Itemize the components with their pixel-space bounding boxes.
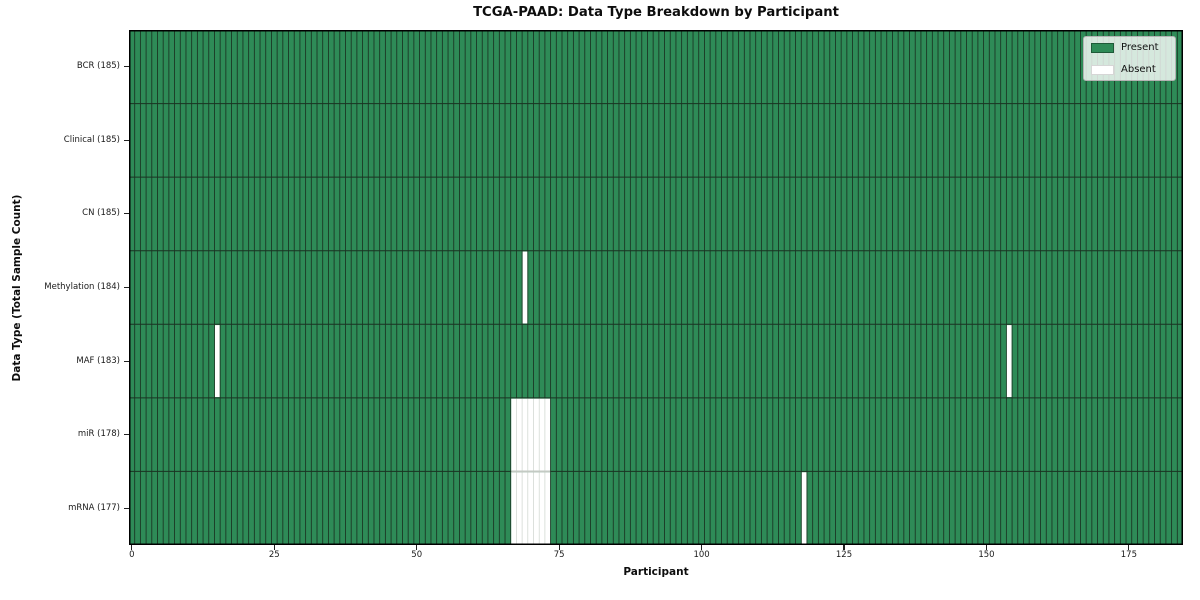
legend-absent-swatch [1091, 64, 1114, 75]
y-tick-label: mRNA (177) [68, 502, 120, 513]
presence-matrix [129, 30, 1183, 545]
legend-present-label: Present [1121, 42, 1159, 53]
x-tick-label: 25 [268, 550, 280, 560]
legend-absent-label: Absent [1121, 64, 1156, 75]
y-tick-label: BCR (185) [76, 61, 120, 72]
x-tick-mark [843, 545, 845, 550]
y-tick-mark [124, 286, 129, 289]
x-tick-mark [416, 545, 418, 550]
x-tick-label: 125 [835, 550, 853, 560]
x-axis-label: Participant [623, 566, 689, 578]
x-tick-mark [131, 545, 133, 550]
x-tick-label: 50 [411, 550, 423, 560]
y-tick-label: miR (178) [77, 429, 120, 440]
x-tick-mark [985, 545, 987, 550]
x-tick-label: 0 [129, 550, 135, 560]
y-tick-mark [124, 66, 129, 68]
legend-present-swatch [1091, 42, 1114, 53]
x-tick-mark [701, 545, 703, 550]
x-tick-mark [558, 545, 560, 550]
x-tick-mark [273, 545, 275, 550]
chart-title: TCGA-PAAD: Data Type Breakdown by Partic… [473, 5, 839, 20]
y-tick-label: Clinical (185) [63, 134, 120, 145]
y-tick-mark [124, 360, 129, 362]
y-tick-mark [124, 213, 129, 215]
x-tick-label: 150 [978, 550, 995, 560]
legend: Present Absent [1083, 36, 1176, 81]
y-tick-label: Methylation (184) [44, 282, 120, 292]
y-tick-label: CN (185) [82, 208, 120, 219]
x-tick-label: 175 [1120, 550, 1137, 560]
y-tick-label: MAF (183) [76, 355, 120, 366]
y-tick-mark [124, 434, 129, 436]
legend-entry-present: Present [1091, 42, 1168, 53]
x-tick-mark [1128, 545, 1130, 550]
y-tick-mark [124, 507, 129, 509]
x-tick-label: 75 [553, 550, 565, 560]
legend-entry-absent: Absent [1091, 64, 1168, 75]
y-tick-mark [124, 139, 129, 141]
x-tick-label: 100 [693, 550, 710, 560]
